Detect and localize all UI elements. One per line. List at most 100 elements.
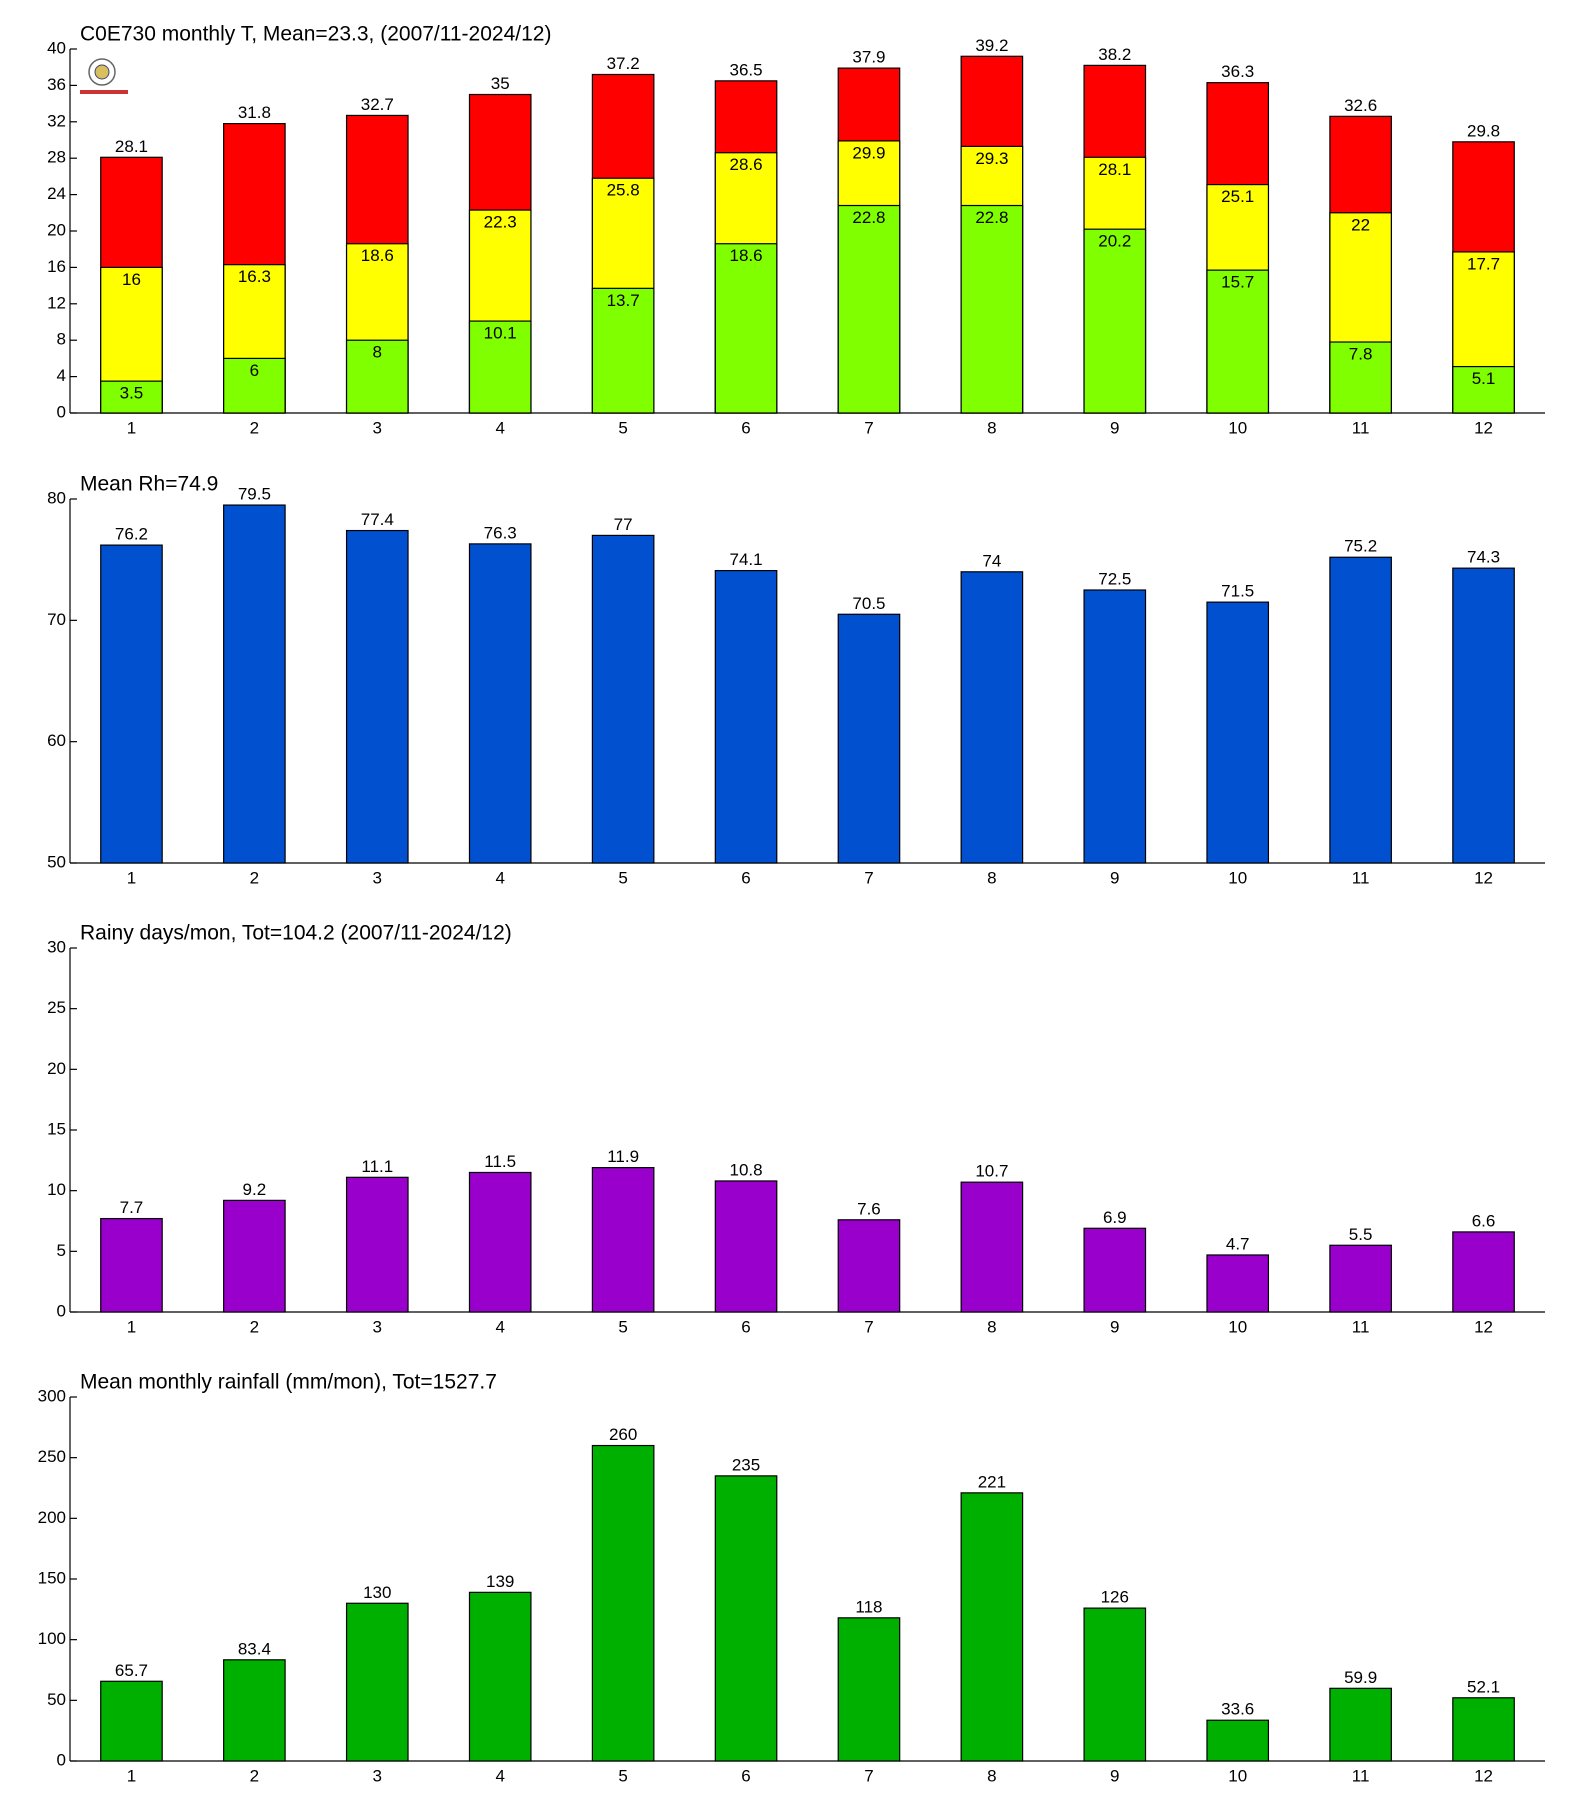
value-label: 75.2 xyxy=(1344,537,1377,556)
bar xyxy=(837,613,901,864)
bar xyxy=(960,1181,1024,1313)
y-tick-label: 80 xyxy=(47,488,66,507)
value-label: 79.5 xyxy=(238,485,271,504)
x-tick-label: 6 xyxy=(741,418,750,437)
y-tick-label: 50 xyxy=(47,852,66,871)
x-tick-label: 10 xyxy=(1228,1317,1247,1336)
value-label: 76.2 xyxy=(115,525,148,544)
x-tick-label: 12 xyxy=(1474,418,1493,437)
value-label: 7.7 xyxy=(120,1198,144,1217)
value-label: 6.9 xyxy=(1103,1208,1127,1227)
value-label: 139 xyxy=(486,1572,514,1591)
y-tick-label: 0 xyxy=(57,402,66,421)
y-tick-label: 30 xyxy=(47,937,66,956)
y-tick-label: 20 xyxy=(47,1059,66,1078)
value-label: 126 xyxy=(1101,1588,1129,1607)
value-label: 28.1 xyxy=(1098,160,1131,179)
value-label: 6.6 xyxy=(1472,1211,1496,1230)
y-tick-label: 32 xyxy=(47,111,66,130)
x-tick-label: 6 xyxy=(741,868,750,887)
bar xyxy=(1083,589,1147,864)
bar xyxy=(1206,601,1270,864)
value-label: 10.1 xyxy=(484,324,517,343)
x-tick-label: 8 xyxy=(987,418,996,437)
bar xyxy=(960,571,1024,864)
value-label: 74.1 xyxy=(729,550,762,569)
x-tick-label: 1 xyxy=(127,418,136,437)
value-label: 25.1 xyxy=(1221,187,1254,206)
y-tick-label: 16 xyxy=(47,257,66,276)
x-tick-label: 2 xyxy=(250,1766,259,1785)
value-label: 15.7 xyxy=(1221,273,1254,292)
y-tick-label: 8 xyxy=(57,330,66,349)
bar xyxy=(591,287,655,414)
value-label: 52.1 xyxy=(1467,1677,1500,1696)
value-label: 11.1 xyxy=(361,1157,393,1176)
x-tick-label: 11 xyxy=(1352,868,1370,887)
value-label: 10.7 xyxy=(975,1162,1008,1181)
value-label: 260 xyxy=(609,1425,637,1444)
bar xyxy=(223,1199,286,1313)
bar xyxy=(345,339,409,414)
value-label: 13.7 xyxy=(607,291,640,310)
bar xyxy=(837,1617,901,1762)
bar xyxy=(1206,269,1270,414)
bar xyxy=(1329,556,1392,864)
x-tick-label: 4 xyxy=(495,1317,504,1336)
y-tick-label: 0 xyxy=(57,1301,66,1320)
x-tick-label: 1 xyxy=(127,1766,136,1785)
y-tick-label: 25 xyxy=(47,998,66,1017)
value-label: 6 xyxy=(250,361,259,380)
value-label: 72.5 xyxy=(1098,569,1131,588)
value-label: 83.4 xyxy=(238,1639,271,1658)
x-tick-label: 10 xyxy=(1228,868,1247,887)
value-label: 11.9 xyxy=(607,1147,639,1166)
bar xyxy=(1329,1244,1392,1313)
value-label: 36.3 xyxy=(1221,62,1254,81)
y-tick-label: 15 xyxy=(47,1119,66,1138)
value-label: 22.3 xyxy=(484,213,517,232)
value-label: 22.8 xyxy=(852,208,885,227)
bar xyxy=(1452,1697,1515,1762)
y-tick-label: 12 xyxy=(47,293,66,312)
value-label: 33.6 xyxy=(1221,1700,1254,1719)
value-label: 71.5 xyxy=(1221,582,1254,601)
x-tick-label: 2 xyxy=(250,1317,259,1336)
x-tick-label: 3 xyxy=(373,868,382,887)
x-tick-label: 9 xyxy=(1110,418,1119,437)
y-tick-label: 250 xyxy=(38,1447,66,1466)
value-label: 18.6 xyxy=(729,246,762,265)
x-tick-label: 12 xyxy=(1474,868,1493,887)
x-tick-label: 5 xyxy=(618,868,627,887)
value-label: 4.7 xyxy=(1226,1234,1250,1253)
value-label: 7.6 xyxy=(857,1199,881,1218)
x-tick-label: 7 xyxy=(864,1317,873,1336)
bar xyxy=(100,544,163,864)
y-tick-label: 20 xyxy=(47,220,66,239)
value-label: 38.2 xyxy=(1098,45,1131,64)
y-tick-label: 36 xyxy=(47,75,66,94)
x-tick-label: 9 xyxy=(1110,1766,1119,1785)
bar xyxy=(223,357,286,414)
x-tick-label: 8 xyxy=(987,1766,996,1785)
value-label: 35 xyxy=(491,74,510,93)
value-label: 3.5 xyxy=(120,384,144,403)
bar xyxy=(960,204,1024,414)
bar xyxy=(1452,1231,1515,1313)
x-tick-label: 10 xyxy=(1228,418,1247,437)
x-tick-label: 11 xyxy=(1352,1317,1370,1336)
y-tick-label: 200 xyxy=(38,1508,66,1527)
y-tick-label: 150 xyxy=(38,1568,66,1587)
value-label: 10.8 xyxy=(729,1160,762,1179)
value-label: 11.5 xyxy=(484,1152,516,1171)
bar xyxy=(714,569,778,864)
value-label: 77.4 xyxy=(361,510,394,529)
value-label: 28.1 xyxy=(115,137,148,156)
x-tick-label: 2 xyxy=(250,418,259,437)
value-label: 5.5 xyxy=(1349,1225,1373,1244)
bar xyxy=(1206,1254,1270,1313)
value-label: 29.8 xyxy=(1467,121,1500,140)
x-tick-label: 7 xyxy=(864,418,873,437)
bar xyxy=(714,1475,778,1762)
value-label: 9.2 xyxy=(243,1180,267,1199)
